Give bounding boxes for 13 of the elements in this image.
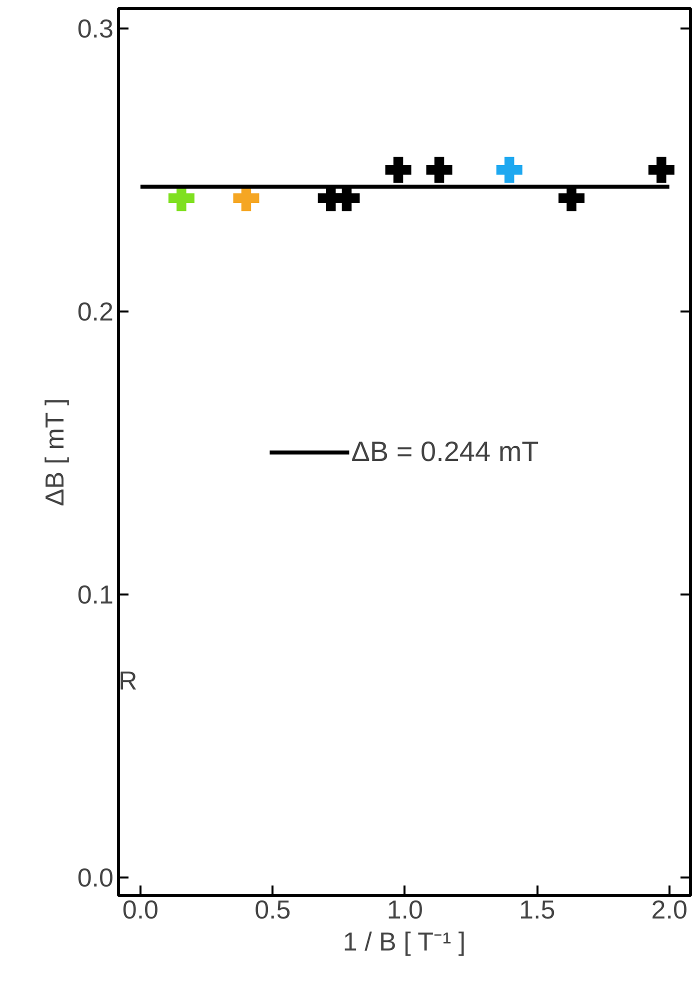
y-tick-label: 0.3 xyxy=(77,13,114,44)
legend-label: ΔB = 0.244 mT xyxy=(351,436,539,468)
y-axis-title: ΔB [ mT ] xyxy=(39,398,70,506)
x-tick-label: 2.0 xyxy=(651,894,688,924)
x-tick-label: 0.5 xyxy=(254,894,291,924)
y-tick-label: 0.2 xyxy=(77,296,114,326)
x-tick-label: 1.0 xyxy=(386,894,423,924)
x-tick-label: 0.0 xyxy=(122,894,159,924)
annotation: R xyxy=(118,666,138,696)
y-tick-label: 0.1 xyxy=(77,579,114,610)
y-tick-label: 0.0 xyxy=(77,862,114,892)
x-axis-title: 1 / B [ T⁻¹ ] xyxy=(342,926,466,956)
x-tick-label: 1.5 xyxy=(519,894,556,924)
